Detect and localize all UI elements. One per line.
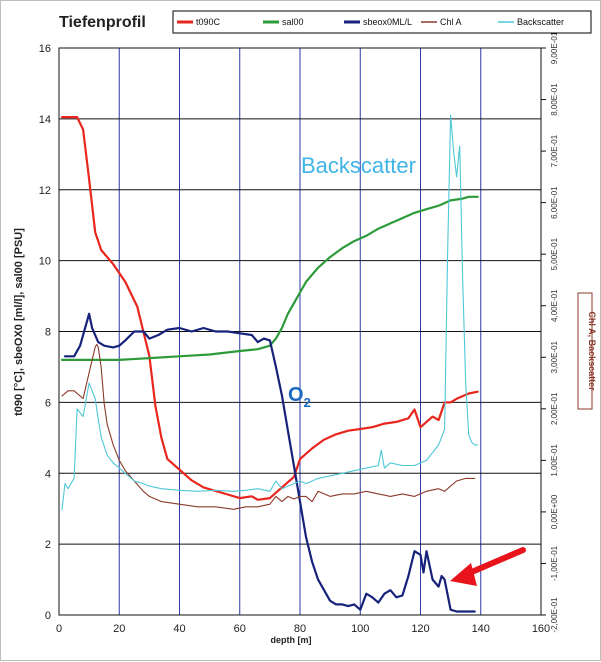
- x-tick-label: 40: [173, 623, 185, 635]
- x-tick-label: 120: [411, 623, 429, 635]
- right-label-text: Chl A, Backscatter: [587, 311, 597, 391]
- right-tick-label: 9,00E-01: [550, 31, 559, 64]
- legend-label: Backscatter: [517, 17, 564, 27]
- annotation-o2-subscript: 2: [304, 395, 311, 410]
- y-tick-label: 12: [39, 185, 51, 197]
- legend-label: sbeox0ML/L: [363, 17, 412, 27]
- y-axis-label: t090 [°C], sbeOX0 [ml/l], sal00 [PSU]: [13, 228, 25, 416]
- annotation-o2-letter: O: [288, 384, 304, 406]
- axes: 0 20 40 60 80 100 120 140 160 0 2 4 6 8 10 12 14 16 -2,00E…: [39, 31, 559, 635]
- x-tick-label: 0: [56, 623, 62, 635]
- x-axis-label: depth [m]: [271, 635, 312, 645]
- right-tick-label: 1,00E-01: [550, 444, 559, 477]
- right-tick-label: -2,00E-01: [550, 597, 559, 633]
- chart-title: Tiefenprofil: [59, 14, 146, 31]
- right-tick-label: 3,00E-01: [550, 340, 559, 373]
- series-line-sal00: [60, 195, 479, 361]
- series-line-chl-a: [61, 343, 476, 510]
- legend-label: sal00: [282, 17, 304, 27]
- right-tick-label: 6,00E-01: [550, 186, 559, 219]
- y-tick-label: 14: [39, 114, 51, 126]
- red-arrow-icon: [450, 547, 526, 586]
- right-tick-label: 7,00E-01: [550, 134, 559, 167]
- right-tick-label: 4,00E-01: [550, 289, 559, 322]
- x-tick-label: 160: [532, 623, 550, 635]
- grid: [59, 48, 541, 615]
- legend-label: t090C: [196, 17, 221, 27]
- y-tick-label: 16: [39, 43, 51, 55]
- series-line-t090c: [60, 115, 479, 501]
- legend: t090C sal00 sbeox0ML/L Chl A Backscatter: [172, 10, 592, 34]
- series-line-sbeox0ml-l: [63, 312, 476, 613]
- legend-label: Chl A: [440, 17, 462, 27]
- legend-frame: [172, 10, 592, 34]
- right-tick-label: -1,00E-01: [550, 545, 559, 581]
- series-layer: [60, 114, 479, 613]
- annotation-o2: O2: [288, 384, 311, 410]
- x-tick-label: 60: [234, 623, 246, 635]
- y-tick-label: 2: [45, 539, 51, 551]
- y-tick-label: 4: [45, 468, 51, 480]
- right-tick-label: 5,00E-01: [550, 237, 559, 270]
- x-tick-label: 140: [472, 623, 490, 635]
- annotation-backscatter: Backscatter: [301, 153, 416, 178]
- y-tick-label: 8: [45, 327, 51, 339]
- right-label-frame: [577, 292, 593, 410]
- y-tick-label: 0: [45, 610, 51, 622]
- x-tick-label: 20: [113, 623, 125, 635]
- right-tick-label: 0,00E+00: [550, 494, 559, 529]
- right-tick-label: 2,00E-01: [550, 392, 559, 425]
- series-line-backscatter: [61, 114, 479, 510]
- y-axis-right-label: Chl A, Backscatter: [577, 292, 597, 410]
- y-tick-label: 10: [39, 256, 51, 268]
- x-tick-label: 80: [294, 623, 306, 635]
- right-tick-label: 8,00E-01: [550, 83, 559, 116]
- x-tick-label: 100: [351, 623, 369, 635]
- y-tick-label: 6: [45, 397, 51, 409]
- plot-frame: [58, 47, 542, 616]
